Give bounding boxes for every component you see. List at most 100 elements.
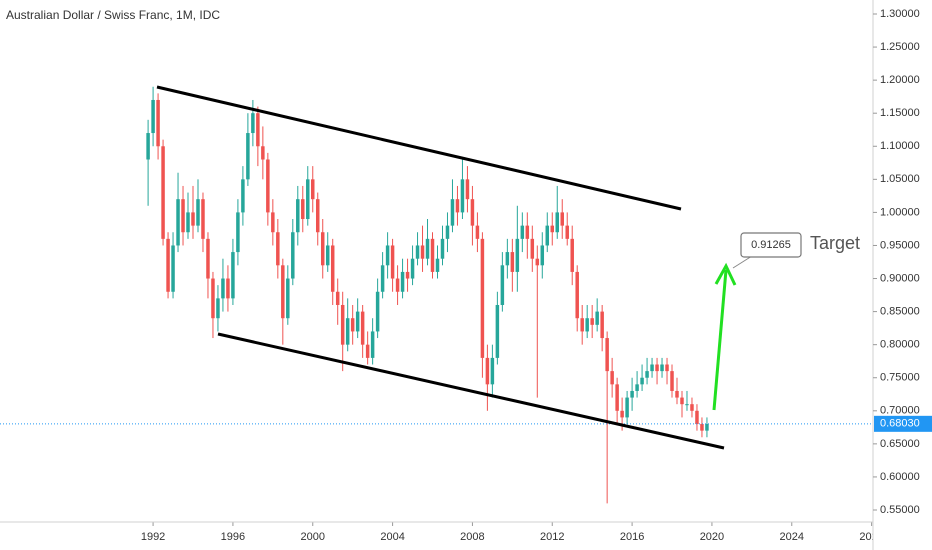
last-price-box: [874, 415, 932, 432]
candle-body: [196, 199, 200, 226]
candle-body: [640, 377, 644, 385]
target-arrow-head: [714, 262, 737, 286]
y-tick-label: 0.90000: [880, 272, 920, 284]
lower-trend-line: [217, 332, 725, 450]
candle-body: [595, 311, 599, 325]
candle-body: [590, 318, 594, 325]
candle-body: [435, 258, 440, 272]
candle-body: [261, 146, 265, 160]
candle-body: [450, 199, 455, 226]
candle-body: [360, 311, 365, 345]
x-tick-label: 2024: [780, 531, 804, 543]
candle-body: [256, 113, 260, 147]
candle-body: [490, 357, 495, 385]
candle-body: [465, 179, 470, 200]
candle-body: [585, 318, 589, 332]
candle-body: [705, 424, 709, 431]
candle-body: [505, 252, 510, 266]
candle-body: [605, 338, 609, 372]
candle-body: [201, 199, 205, 239]
chart-title: Australian Dollar / Swiss Franc, 1M, IDC: [6, 8, 220, 22]
candle-body: [161, 146, 165, 239]
candle-body: [525, 225, 530, 239]
y-tick-label: 0.85000: [880, 306, 920, 318]
y-tick-label: 0.95000: [880, 239, 920, 251]
price-axis-panel: [873, 0, 932, 550]
candle-body: [535, 258, 540, 266]
candle-body: [146, 133, 150, 160]
candle-body: [425, 238, 430, 259]
x-tick-label: 2016: [620, 531, 644, 543]
y-tick-label: 1.25000: [880, 41, 920, 53]
y-tick-label: 0.70000: [880, 405, 920, 417]
candle-body: [665, 364, 669, 372]
candle-body: [206, 238, 210, 279]
candle-body: [156, 99, 160, 147]
candle-body: [560, 212, 564, 226]
candle-body: [370, 331, 375, 358]
y-tick-label: 1.15000: [880, 107, 920, 119]
candle-body: [635, 384, 639, 391]
candle-body: [241, 179, 245, 213]
candle-body: [500, 265, 505, 305]
candle-body: [181, 199, 185, 233]
candle-body: [281, 265, 285, 319]
target-box: [740, 232, 802, 258]
candle-body: [480, 238, 485, 358]
y-tick-label: 0.55000: [880, 504, 920, 516]
candle-body: [311, 179, 315, 200]
candle-body: [520, 225, 525, 239]
candle-body: [690, 404, 694, 411]
last-price-label: 0.68030: [880, 418, 920, 430]
candle-body: [515, 238, 520, 272]
candle-body: [306, 179, 310, 220]
y-tick-label: 0.65000: [880, 438, 920, 450]
candle-body: [236, 212, 240, 253]
candle-body: [400, 271, 405, 292]
candle-body: [291, 232, 295, 279]
candle-body: [495, 304, 500, 358]
y-axis: 0.55000 0.60000 0.65000 0.70000 0.75000 0.800…: [873, 8, 932, 516]
candle-body: [660, 364, 664, 372]
candle-body: [266, 159, 270, 213]
candle-body: [330, 245, 335, 292]
drawings: 0.91265 Target: [156, 85, 860, 450]
y-tick-label: 0.75000: [880, 372, 920, 384]
candle-body: [630, 390, 634, 398]
candle-body: [301, 199, 305, 220]
candle-body: [395, 278, 400, 292]
candle-body: [380, 265, 385, 292]
x-tick-label: 2008: [460, 531, 484, 543]
candle-body: [430, 238, 435, 272]
candle-body: [675, 390, 679, 398]
candle-body: [325, 245, 330, 266]
candle-body: [420, 245, 425, 259]
x-tick-label: 2000: [301, 531, 325, 543]
candle-body: [620, 410, 624, 418]
y-tick-label: 1.20000: [880, 74, 920, 86]
candle-body: [575, 271, 579, 319]
candle-body: [565, 225, 569, 239]
x-tick-label: 2020: [700, 531, 724, 543]
candle-body: [191, 212, 195, 226]
candle-body: [475, 225, 480, 239]
candle-body: [335, 291, 340, 305]
candle-body: [670, 371, 674, 391]
candle-body: [211, 278, 215, 319]
candle-body: [375, 291, 380, 332]
candle-body: [580, 318, 584, 332]
candle-body: [685, 404, 689, 406]
candle-body: [615, 384, 619, 411]
candle-body: [570, 238, 574, 272]
candle-body: [555, 212, 559, 233]
y-tick-label: 1.10000: [880, 140, 920, 152]
candle-body: [271, 212, 275, 233]
candle-body: [680, 397, 684, 405]
candle-body: [315, 199, 320, 233]
candle-body: [460, 179, 465, 213]
x-tick-label: 2012: [540, 531, 564, 543]
y-tick-label: 1.00000: [880, 206, 920, 218]
candle-body: [355, 311, 360, 332]
